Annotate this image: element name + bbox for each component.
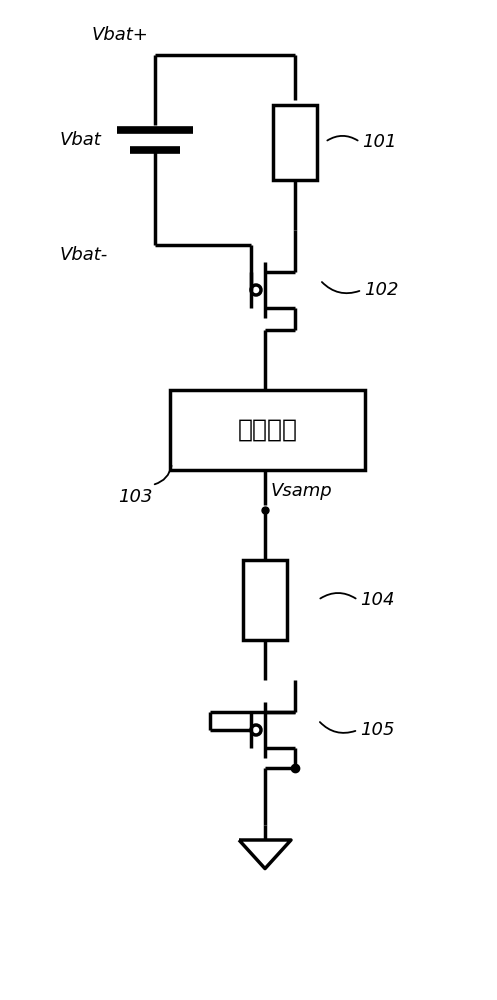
- Text: 105: 105: [360, 721, 395, 739]
- Text: Vbat: Vbat: [60, 131, 102, 149]
- Text: Vsamp: Vsamp: [271, 482, 332, 500]
- Text: 102: 102: [364, 281, 399, 299]
- Text: 101: 101: [362, 133, 397, 151]
- Text: 104: 104: [360, 591, 395, 609]
- Text: Vbat-: Vbat-: [60, 246, 108, 264]
- Bar: [170, 390, 365, 470]
- Text: 103: 103: [118, 488, 153, 506]
- Text: Vbat+: Vbat+: [92, 26, 149, 44]
- Bar: [273, 105, 317, 180]
- Text: 偏置电路: 偏置电路: [238, 418, 298, 442]
- Bar: [243, 560, 287, 640]
